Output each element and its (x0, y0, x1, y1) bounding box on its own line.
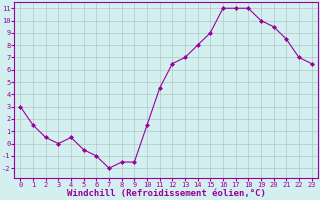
X-axis label: Windchill (Refroidissement éolien,°C): Windchill (Refroidissement éolien,°C) (67, 189, 265, 198)
